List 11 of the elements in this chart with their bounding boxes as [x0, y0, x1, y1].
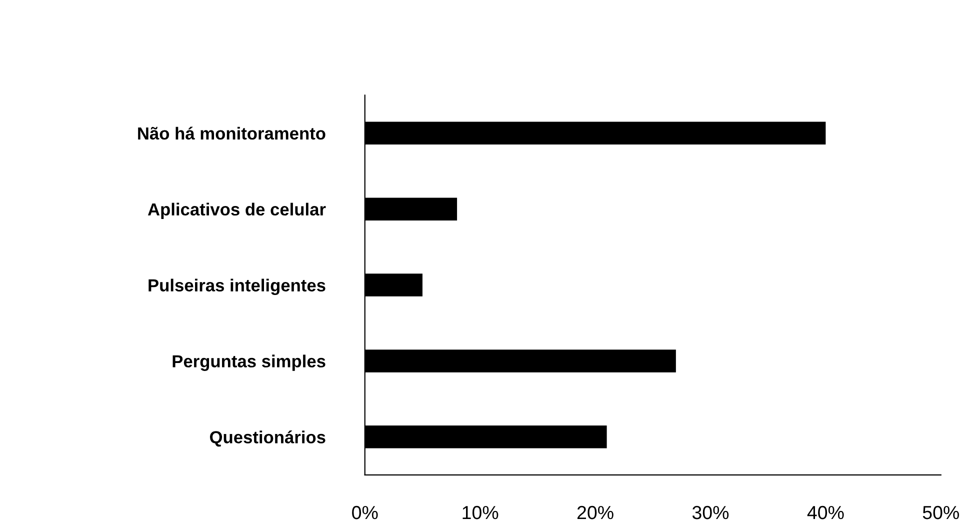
y-tick-label: Pulseiras inteligentes	[148, 278, 326, 296]
x-tick-label: 10%	[462, 506, 498, 520]
x-tick-label: 50%	[922, 506, 959, 520]
x-tick-label: 40%	[807, 506, 844, 520]
y-tick-label: Aplicativos de celular	[148, 202, 326, 219]
x-tick-label: 20%	[577, 506, 614, 520]
x-tick-label: 30%	[692, 506, 729, 520]
y-tick-label: Não há monitoramento	[138, 126, 326, 140]
x-tick-label: 0%	[352, 506, 378, 520]
y-tick-label: Perguntas simples	[172, 354, 326, 371]
y-tick-label: Questionários	[210, 430, 326, 447]
